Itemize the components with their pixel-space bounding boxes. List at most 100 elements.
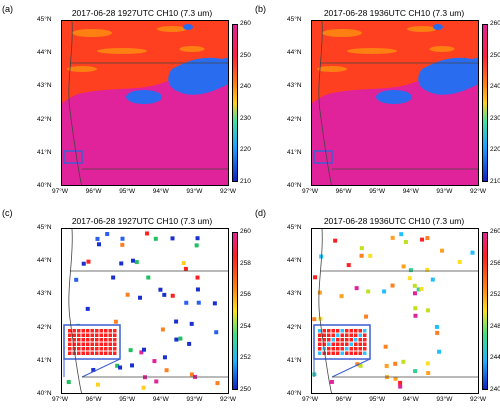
observation-point [72,351,76,355]
observation-point [170,236,175,241]
observation-point [108,342,112,346]
state-border [318,229,332,393]
observation-point [408,268,413,273]
observation-point [384,363,389,368]
observation-point [393,376,398,381]
colorbar-tick-label: 260 [490,20,500,27]
lat-tick-label: 42°N [37,115,52,123]
lat-tick-label: 43°N [37,82,52,90]
observation-point [90,338,94,342]
observation-point [412,283,417,288]
observation-point [194,243,199,248]
warm-region [62,21,228,103]
observation-point [434,324,439,329]
observation-point [383,344,388,349]
observation-point [77,333,81,337]
observation-point [354,351,358,355]
observation-point [81,347,85,351]
panel-title: 2017-06-28 1936UTC CH10 (7.3 um) [323,8,465,18]
observation-point [81,333,85,337]
observation-point [358,338,362,342]
observation-point [358,329,362,333]
map-frame [61,20,229,186]
colorbar-tick-label: 240 [490,386,500,393]
observation-point [77,329,81,333]
observation-point [358,342,362,346]
observation-point [470,250,475,255]
lat-tick-label: 43°N [287,82,302,90]
observation-point [152,359,157,364]
observation-point [345,342,349,346]
observation-point [139,350,144,355]
observation-point [113,342,117,346]
observation-point [416,287,421,292]
observation-point [331,338,335,342]
observation-point [113,333,117,337]
observation-point [95,342,99,346]
observation-point [77,338,81,342]
observation-point [68,342,72,346]
observation-point [111,275,116,280]
observation-point [457,259,462,264]
observation-point [85,306,90,311]
observation-point [104,338,108,342]
observation-point [113,351,117,355]
lon-tick-label: 93°W [186,396,203,403]
observation-point [195,236,200,241]
lon-tick-label: 93°W [436,188,453,195]
observation-point [154,379,159,384]
observation-point [354,329,358,333]
lon-tick-label: 97°W [302,188,318,195]
observation-point [187,341,192,346]
warm-region [312,21,478,103]
observation-point [403,240,408,245]
observation-point [119,261,124,266]
observation-point [145,231,150,236]
colorbar-tick-label: 220 [490,146,500,154]
observation-point [349,351,353,355]
observation-point [327,333,331,337]
observation-point [358,363,363,368]
observation-point [68,338,72,342]
observation-point [90,351,94,355]
observation-point [81,329,85,333]
panel-label: (c) [2,208,13,218]
lat-tick-label: 42°N [287,323,302,331]
observation-point [113,319,118,324]
lat-tick-label: 40°N [37,182,52,189]
observation-point [340,338,344,342]
observation-point [349,338,353,342]
observation-point [178,336,183,341]
observation-point [95,236,100,241]
zoom-connector [331,358,371,378]
colorbar-tick-label: 254 [240,322,251,330]
observation-point [108,333,112,337]
observation-point [68,333,72,337]
observation-point [318,351,322,355]
warm-streak [97,48,147,54]
observation-point [108,329,112,333]
cold-cloud [183,24,193,30]
observation-point [354,333,358,337]
lon-tick-label: 95°W [119,188,136,195]
observation-point [327,351,331,355]
lon-tick-label: 92°W [220,396,236,403]
observation-point [368,253,373,258]
cold-cloud [418,57,478,95]
observation-point [72,338,76,342]
observation-point [349,347,353,351]
observation-point [195,275,200,280]
observation-point [72,329,76,333]
observation-point [184,300,189,305]
observation-point [118,365,123,370]
panel-title: 2017-06-28 1927UTC CH10 (7.3 um) [71,216,213,226]
lon-tick-label: 92°W [220,188,236,195]
observation-point [95,347,99,351]
observation-point [164,368,169,373]
lat-tick-label: 42°N [37,323,52,331]
panel-title: 2017-06-28 1936UTC CH10 (7.3 um) [323,216,465,226]
colorbar-tick-label: 252 [240,354,251,362]
observation-point [86,259,91,264]
observation-point [336,347,340,351]
observation-point [322,333,326,337]
